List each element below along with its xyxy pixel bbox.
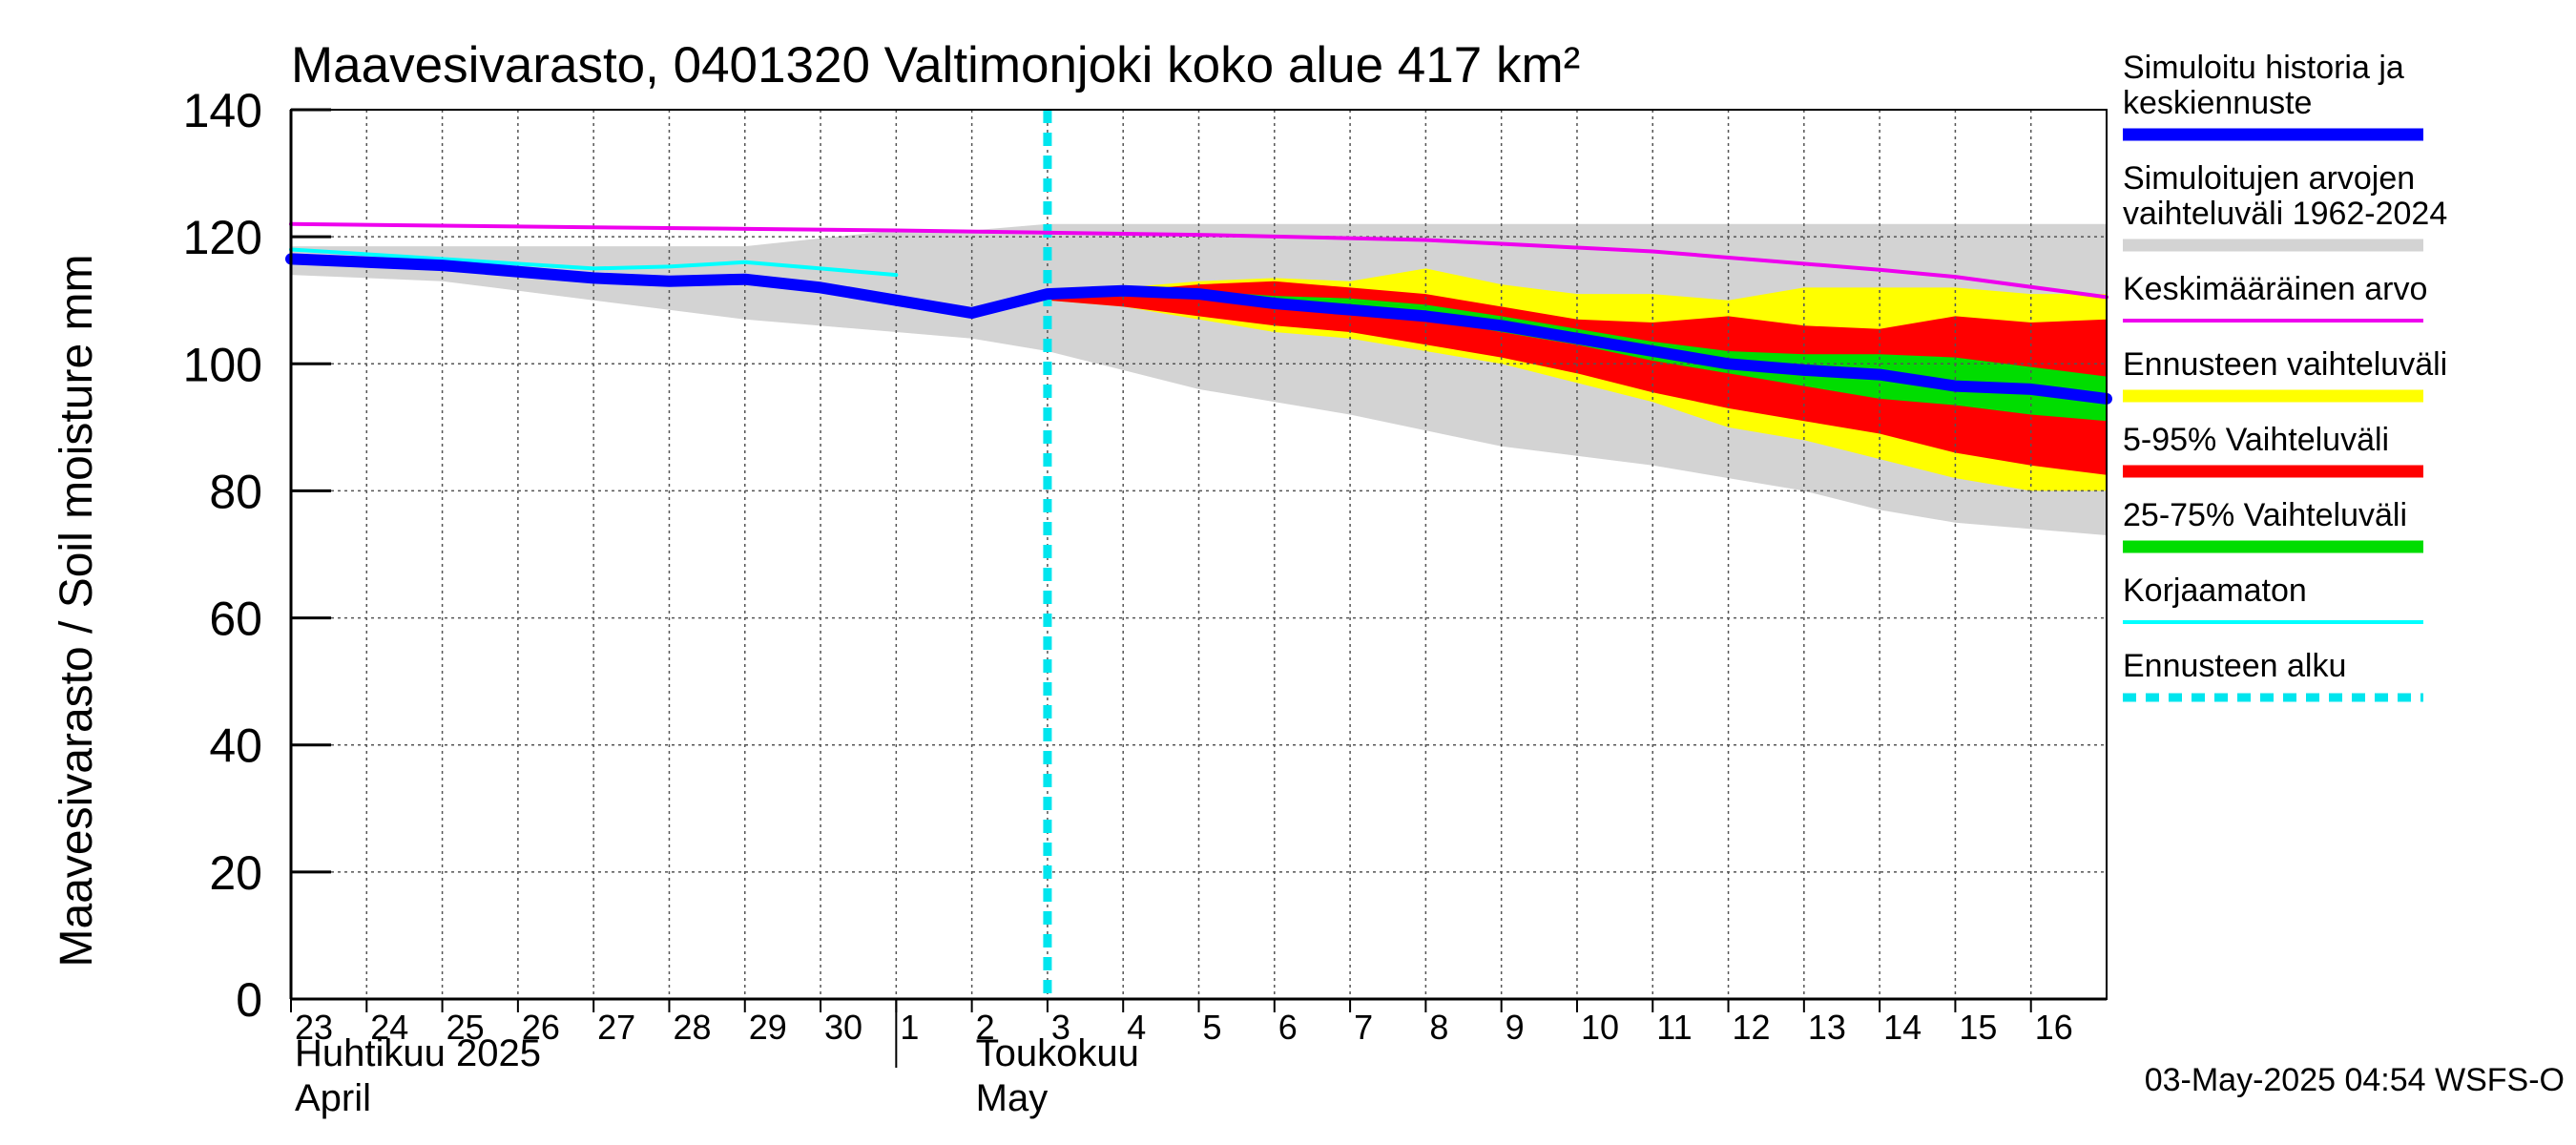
x-tick-label: 15 (1959, 1008, 1997, 1047)
x-tick-label: 14 (1883, 1008, 1922, 1047)
legend-label: Ennusteen alku (2123, 648, 2346, 684)
x-tick-label: 3 (1051, 1008, 1070, 1047)
legend-item: 25-75% Vaihteluväli (2123, 497, 2423, 553)
legend-label: Korjaamaton (2123, 572, 2307, 609)
x-tick-label: 28 (673, 1008, 711, 1047)
x-tick-label: 23 (295, 1008, 333, 1047)
x-tick-label: 10 (1581, 1008, 1619, 1047)
x-tick-label: 30 (824, 1008, 862, 1047)
y-tick-label: 140 (183, 84, 262, 137)
band-p25-75 (1047, 290, 2107, 422)
y-tick-label: 60 (209, 593, 262, 646)
x-tick-label: 8 (1429, 1008, 1448, 1047)
x-tick-labels: 23 24 25 26 27 28 29 30 1 2 3 4 5 6 7 8 9 10 11 12 13 14 15 16 (295, 1008, 2073, 1047)
y-tick-label: 80 (209, 465, 262, 518)
y-tick-label: 20 (209, 846, 262, 900)
legend-item: Korjaamaton (2123, 572, 2423, 624)
x-tick-label: 2 (976, 1008, 995, 1047)
legend-item: Ennusteen alku (2123, 648, 2423, 702)
month-label-en: April (295, 1077, 371, 1119)
month-label: Huhtikuu 2025 (295, 1032, 541, 1074)
y-tick-label: 40 (209, 719, 262, 773)
legend-item: 5-95% Vaihteluväli (2123, 422, 2423, 478)
month-label-en: May (976, 1077, 1049, 1119)
band-p5-95 (1047, 281, 2107, 475)
legend-label: Simuloitujen arvojen (2123, 160, 2415, 197)
chart-title: Maavesivarasto, 0401320 Valtimonjoki kok… (291, 37, 1580, 94)
x-tick-label: 5 (1203, 1008, 1222, 1047)
x-tick-label: 29 (749, 1008, 787, 1047)
legend-label: vaihteluväli 1962-2024 (2123, 196, 2447, 232)
month-label: Toukokuu (976, 1032, 1139, 1074)
grid-lines (291, 110, 2107, 999)
x-tick-label: 27 (597, 1008, 635, 1047)
axes (289, 108, 2108, 1068)
legend-label: keskiennuste (2123, 85, 2312, 121)
x-tick-label: 26 (522, 1008, 560, 1047)
series-uncorrected (289, 247, 899, 278)
legend-label: Keskimääräinen arvo (2123, 271, 2427, 307)
legend-label: 5-95% Vaihteluväli (2123, 422, 2389, 458)
y-axis-label: Maavesivarasto / Soil moisture mm (52, 255, 102, 968)
x-tick-label: 1 (900, 1008, 919, 1047)
legend: Simuloitu historia jakeskiennusteSimuloi… (2123, 50, 2447, 702)
legend-label: Ennusteen vaihteluväli (2123, 346, 2447, 383)
series-median (285, 253, 2112, 405)
legend-item: Ennusteen vaihteluväli (2123, 346, 2447, 403)
y-tick-label: 0 (236, 973, 262, 1027)
x-tick-label: 13 (1808, 1008, 1846, 1047)
x-tick-label: 12 (1733, 1008, 1771, 1047)
x-tick-label: 25 (447, 1008, 485, 1047)
x-tick-label: 6 (1278, 1008, 1298, 1047)
x-tick-label: 7 (1354, 1008, 1373, 1047)
y-tick-labels: 0 20 40 60 80 100 120 140 (183, 84, 262, 1027)
legend-item: Keskimääräinen arvo (2123, 271, 2427, 323)
legend-label: 25-75% Vaihteluväli (2123, 497, 2407, 533)
x-tick-label: 11 (1656, 1008, 1692, 1047)
timestamp: 03-May-2025 04:54 WSFS-O (2145, 1062, 2565, 1098)
y-tick-label: 120 (183, 211, 262, 264)
series-mean (289, 221, 2109, 300)
series-lines (285, 110, 2112, 999)
x-tick-label: 4 (1127, 1008, 1146, 1047)
y-tick-label: 100 (183, 338, 262, 391)
x-tick-label: 16 (2035, 1008, 2073, 1047)
legend-label: Simuloitu historia ja (2123, 50, 2404, 86)
x-tick-label: 24 (370, 1008, 408, 1047)
x-tick-label: 9 (1506, 1008, 1525, 1047)
